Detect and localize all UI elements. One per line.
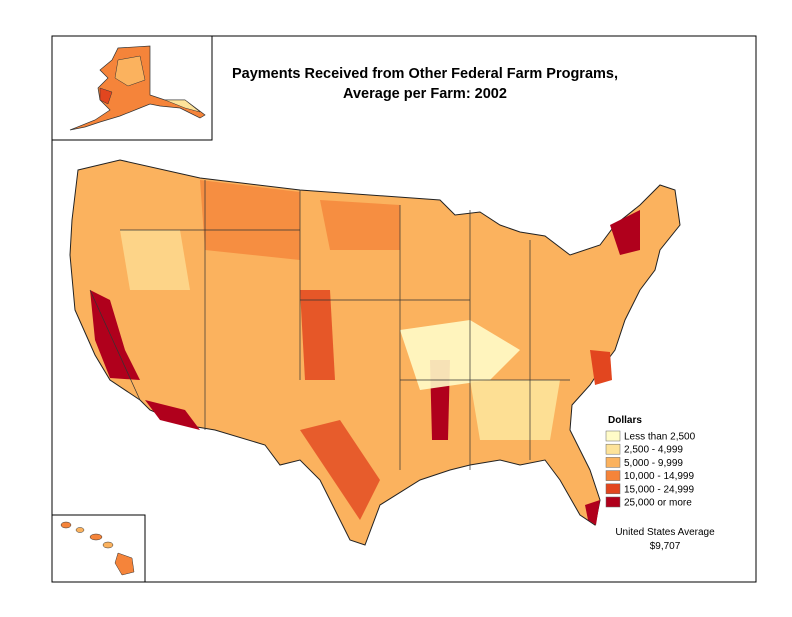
legend-label: 5,000 - 9,999	[624, 458, 683, 469]
legend-swatch	[605, 430, 621, 442]
legend: Dollars Less than 2,500 2,500 - 4,999 5,00…	[605, 415, 696, 509]
legend-label: 15,000 - 24,999	[624, 484, 694, 495]
legend-swatch	[605, 457, 621, 468]
hawaii	[60, 521, 135, 576]
legend-swatch	[605, 470, 621, 481]
legend-label: Less than 2,500	[624, 432, 696, 443]
legend-swatch	[605, 483, 621, 495]
legend-label: 25,000 or more	[624, 498, 692, 509]
legend-title: Dollars	[608, 415, 642, 426]
legend-swatch	[605, 496, 621, 508]
title-line: Payments Received from Other Federal Far…	[232, 66, 618, 82]
alaska	[69, 45, 206, 131]
note-line: United States Average	[615, 527, 715, 538]
contiguous-us	[69, 159, 681, 546]
note-line: $9,707	[650, 541, 681, 552]
legend-label: 10,000 - 14,999	[624, 471, 694, 482]
legend-label: 2,500 - 4,999	[624, 445, 683, 456]
title-line: Average per Farm: 2002	[343, 86, 507, 102]
legend-swatch	[605, 443, 621, 455]
